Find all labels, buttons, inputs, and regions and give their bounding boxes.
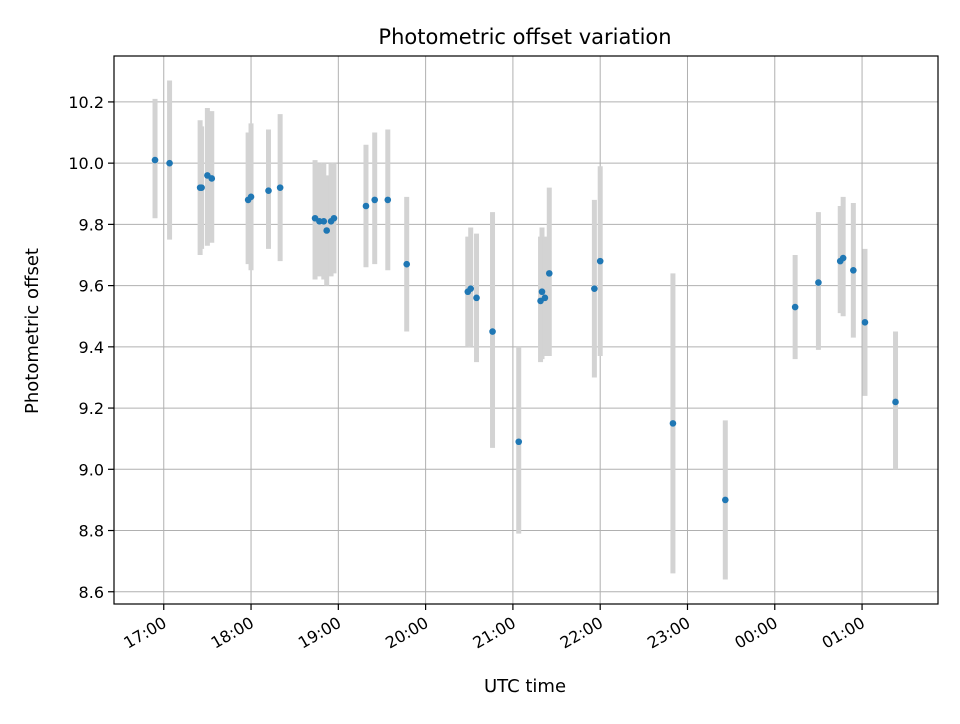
point-layer bbox=[151, 156, 899, 504]
data-point bbox=[265, 187, 272, 195]
data-point bbox=[320, 218, 328, 225]
y-tick-label: 10.0 bbox=[68, 154, 104, 173]
data-point bbox=[403, 260, 411, 268]
y-tick-label: 9.0 bbox=[79, 460, 104, 479]
y-tick-label: 9.6 bbox=[79, 277, 104, 296]
data-point bbox=[839, 254, 847, 262]
data-point bbox=[489, 328, 496, 335]
y-tick-label: 10.2 bbox=[68, 93, 104, 112]
data-point bbox=[861, 319, 869, 326]
data-point bbox=[247, 193, 255, 201]
x-axis-label: UTC time bbox=[484, 676, 566, 697]
chart-title: Photometric offset variation bbox=[378, 25, 671, 49]
y-tick-label: 8.6 bbox=[79, 583, 104, 602]
data-point bbox=[515, 438, 523, 446]
data-point bbox=[815, 279, 822, 286]
grid-layer bbox=[114, 56, 938, 604]
data-point bbox=[330, 214, 338, 222]
data-point bbox=[791, 303, 799, 311]
y-axis-label: Photometric offset bbox=[22, 248, 43, 414]
data-point bbox=[384, 196, 392, 204]
data-point bbox=[541, 294, 549, 302]
data-point bbox=[538, 288, 546, 296]
data-point bbox=[371, 196, 379, 204]
y-tick-label: 8.8 bbox=[79, 522, 104, 541]
data-point bbox=[467, 285, 475, 292]
data-point bbox=[591, 285, 598, 292]
data-point bbox=[362, 202, 370, 210]
data-point bbox=[208, 175, 216, 182]
data-point bbox=[166, 159, 173, 167]
data-point bbox=[850, 267, 857, 274]
data-point bbox=[198, 184, 205, 191]
data-point bbox=[323, 227, 330, 234]
y-tick-label: 9.2 bbox=[79, 399, 104, 418]
data-point bbox=[151, 156, 159, 164]
data-point bbox=[596, 257, 604, 265]
data-point bbox=[545, 270, 553, 277]
y-tick-label: 9.8 bbox=[79, 215, 104, 234]
data-point bbox=[892, 398, 899, 406]
data-point bbox=[473, 294, 480, 302]
data-point bbox=[722, 496, 729, 504]
y-tick-label: 9.4 bbox=[79, 338, 104, 357]
plot-frame bbox=[113, 55, 939, 605]
data-point bbox=[669, 420, 677, 427]
data-point bbox=[276, 184, 284, 191]
